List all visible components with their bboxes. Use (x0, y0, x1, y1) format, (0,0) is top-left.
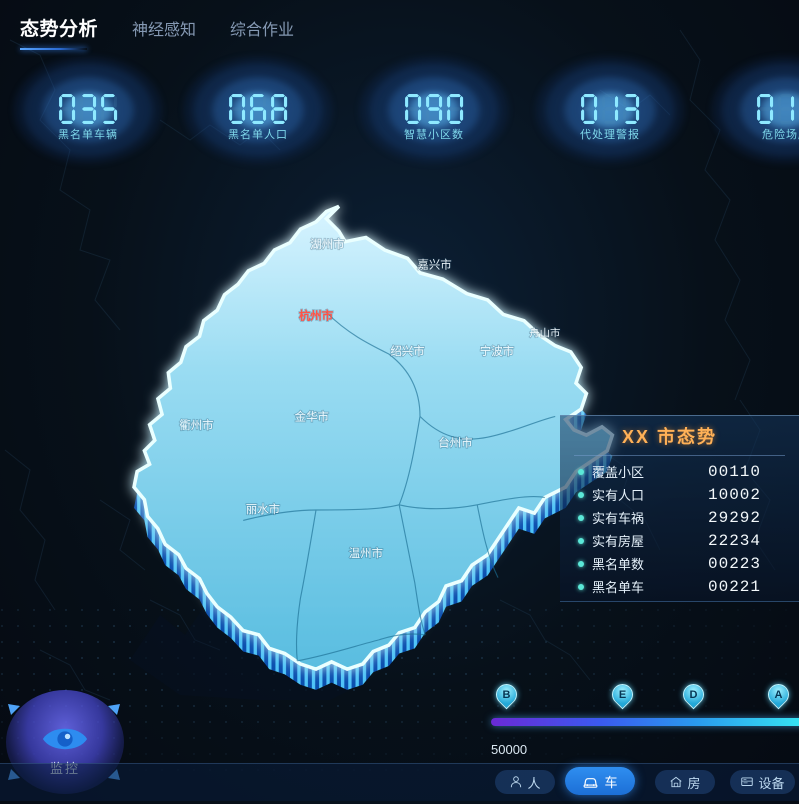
svg-text:湖州市: 湖州市 (310, 237, 344, 251)
svg-text:衢州市: 衢州市 (179, 418, 213, 432)
svg-text:丽水市: 丽水市 (246, 502, 280, 516)
svg-text:宁波市: 宁波市 (480, 344, 514, 358)
svg-text:杭州市: 杭州市 (299, 309, 334, 323)
svg-text:舟山市: 舟山市 (529, 326, 560, 339)
svg-text:台州市: 台州市 (438, 436, 472, 450)
svg-text:温州市: 温州市 (349, 546, 383, 560)
svg-text:绍兴市: 绍兴市 (390, 344, 424, 358)
svg-text:金华市: 金华市 (295, 410, 329, 424)
svg-text:嘉兴市: 嘉兴市 (417, 258, 451, 272)
